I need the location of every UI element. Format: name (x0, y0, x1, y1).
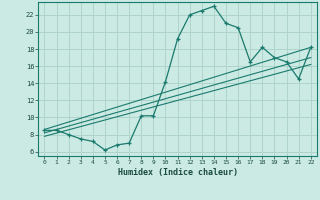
X-axis label: Humidex (Indice chaleur): Humidex (Indice chaleur) (118, 168, 238, 177)
